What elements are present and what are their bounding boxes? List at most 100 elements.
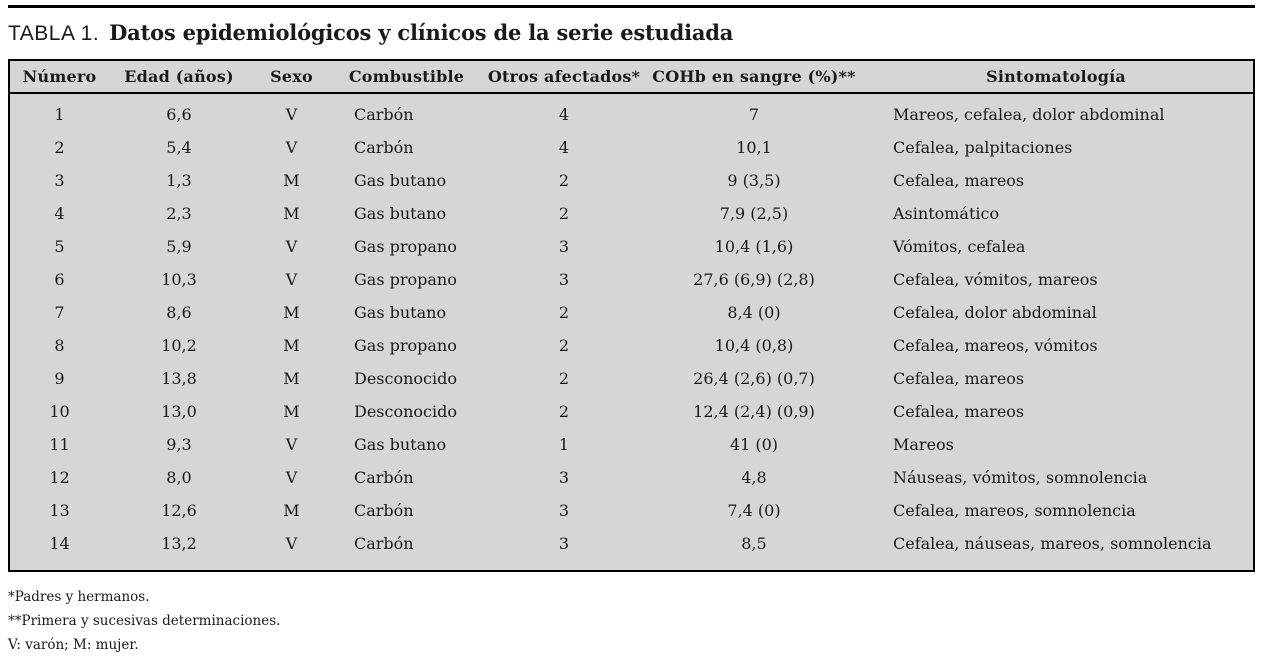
table-cell: 14 bbox=[9, 527, 109, 571]
table-cell: 3 bbox=[479, 494, 649, 527]
table-head: Número Edad (años) Sexo Combustible Otros af… bbox=[9, 60, 1254, 94]
table-cell: 10 bbox=[9, 395, 109, 428]
table-cell: 2 bbox=[479, 329, 649, 362]
table-cell: 12,6 bbox=[109, 494, 249, 527]
table-cell: 7,9 (2,5) bbox=[649, 197, 859, 230]
table-row: 12 8,0 V Carbón 3 4,8 Náuseas, vómitos, somnol… bbox=[9, 461, 1254, 494]
table-row: 6 10,3 V Gas propano 3 27,6 (6,9) (2,8) Cefale… bbox=[9, 263, 1254, 296]
table-cell: Cefalea, vómitos, mareos bbox=[859, 263, 1254, 296]
footnotes: *Padres y hermanos. **Primera y sucesiva… bbox=[8, 585, 1255, 657]
table-cell: 10,1 bbox=[649, 131, 859, 164]
table-row: 14 13,2 V Carbón 3 8,5 Cefalea, náuseas, mareo… bbox=[9, 527, 1254, 571]
table-cell: Gas propano bbox=[334, 230, 479, 263]
table-cell: V bbox=[249, 461, 334, 494]
table-row: 9 13,8 M Desconocido 2 26,4 (2,6) (0,7) Cefale… bbox=[9, 362, 1254, 395]
table-title-text: Datos epidemiológicos y clínicos de la s… bbox=[109, 20, 734, 45]
table-cell: Cefalea, mareos bbox=[859, 362, 1254, 395]
table-row: 8 10,2 M Gas propano 2 10,4 (0,8) Cefalea, mar… bbox=[9, 329, 1254, 362]
table-cell: Cefalea, mareos, vómitos bbox=[859, 329, 1254, 362]
table-cell: V bbox=[249, 428, 334, 461]
column-header: Otros afectados* bbox=[479, 60, 649, 94]
table-cell: M bbox=[249, 494, 334, 527]
table-row: 3 1,3 M Gas butano 2 9 (3,5) Cefalea, mareos bbox=[9, 164, 1254, 197]
table-cell: 9,3 bbox=[109, 428, 249, 461]
table-cell: 41 (0) bbox=[649, 428, 859, 461]
table-cell: 10,2 bbox=[109, 329, 249, 362]
table-cell: 1 bbox=[479, 428, 649, 461]
table-cell: Cefalea, náuseas, mareos, somnolencia bbox=[859, 527, 1254, 571]
table-cell: Cefalea, dolor abdominal bbox=[859, 296, 1254, 329]
table-cell: Carbón bbox=[334, 461, 479, 494]
table-row: 10 13,0 M Desconocido 2 12,4 (2,4) (0,9) Cefal… bbox=[9, 395, 1254, 428]
table-cell: 13,2 bbox=[109, 527, 249, 571]
table-cell: 8,5 bbox=[649, 527, 859, 571]
table-cell: Cefalea, mareos, somnolencia bbox=[859, 494, 1254, 527]
table-cell: Carbón bbox=[334, 131, 479, 164]
table-cell: M bbox=[249, 362, 334, 395]
table-cell: 4 bbox=[9, 197, 109, 230]
table-cell: 7 bbox=[649, 93, 859, 131]
table-cell: V bbox=[249, 527, 334, 571]
table-cell: 9 bbox=[9, 362, 109, 395]
table-cell: 8 bbox=[9, 329, 109, 362]
top-rule bbox=[8, 5, 1255, 8]
column-header: Combustible bbox=[334, 60, 479, 94]
table-cell: 26,4 (2,6) (0,7) bbox=[649, 362, 859, 395]
table-cell: M bbox=[249, 395, 334, 428]
table-row: 5 5,9 V Gas propano 3 10,4 (1,6) Vómitos, cefa… bbox=[9, 230, 1254, 263]
table-cell: Gas propano bbox=[334, 329, 479, 362]
column-header: COHb en sangre (%)** bbox=[649, 60, 859, 94]
table-cell: 1 bbox=[9, 93, 109, 131]
table-cell: 10,4 (0,8) bbox=[649, 329, 859, 362]
table-cell: 6 bbox=[9, 263, 109, 296]
table-cell: 3 bbox=[9, 164, 109, 197]
table-cell: Náuseas, vómitos, somnolencia bbox=[859, 461, 1254, 494]
table-cell: 2,3 bbox=[109, 197, 249, 230]
footnote-determinations: **Primera y sucesivas determinaciones. bbox=[8, 613, 281, 629]
table-cell: 2 bbox=[479, 197, 649, 230]
table-cell: Vómitos, cefalea bbox=[859, 230, 1254, 263]
table-cell: 10,3 bbox=[109, 263, 249, 296]
table-title: TABLA 1. Datos epidemiológicos y clínicos… bbox=[8, 19, 1255, 47]
data-table: Número Edad (años) Sexo Combustible Otros af… bbox=[8, 59, 1255, 572]
table-cell: Carbón bbox=[334, 494, 479, 527]
table-cell: 4 bbox=[479, 131, 649, 164]
table-cell: 2 bbox=[479, 296, 649, 329]
table-cell: 2 bbox=[479, 362, 649, 395]
table-cell: 8,0 bbox=[109, 461, 249, 494]
table-cell: 11 bbox=[9, 428, 109, 461]
table-cell: 13,8 bbox=[109, 362, 249, 395]
table-row: 1 6,6 V Carbón 4 7 Mareos, cefalea, dolor abdo… bbox=[9, 93, 1254, 131]
table-cell: 5,9 bbox=[109, 230, 249, 263]
table-cell: M bbox=[249, 296, 334, 329]
table-cell: Carbón bbox=[334, 527, 479, 571]
table-row: 7 8,6 M Gas butano 2 8,4 (0) Cefalea, dolor ab… bbox=[9, 296, 1254, 329]
table-cell: Desconocido bbox=[334, 395, 479, 428]
table-row: 2 5,4 V Carbón 4 10,1 Cefalea, palpitaciones bbox=[9, 131, 1254, 164]
table-cell: M bbox=[249, 164, 334, 197]
table-cell: 8,4 (0) bbox=[649, 296, 859, 329]
table-cell: 6,6 bbox=[109, 93, 249, 131]
table-body: 1 6,6 V Carbón 4 7 Mareos, cefalea, dolor abdo… bbox=[9, 93, 1254, 571]
table-cell: 5 bbox=[9, 230, 109, 263]
table-cell: 5,4 bbox=[109, 131, 249, 164]
table-cell: 13 bbox=[9, 494, 109, 527]
column-header: Número bbox=[9, 60, 109, 94]
table-cell: 3 bbox=[479, 263, 649, 296]
table-cell: V bbox=[249, 230, 334, 263]
table-row: 13 12,6 M Carbón 3 7,4 (0) Cefalea, mareos, so… bbox=[9, 494, 1254, 527]
table-cell: 8,6 bbox=[109, 296, 249, 329]
table-cell: 4 bbox=[479, 93, 649, 131]
table-cell: Gas butano bbox=[334, 428, 479, 461]
table-cell: M bbox=[249, 329, 334, 362]
footnote-sex-legend: V: varón; M: mujer. bbox=[8, 637, 139, 653]
table-cell: 7 bbox=[9, 296, 109, 329]
table-cell: 13,0 bbox=[109, 395, 249, 428]
table-cell: 1,3 bbox=[109, 164, 249, 197]
table-cell: 2 bbox=[479, 395, 649, 428]
table-cell: 2 bbox=[479, 164, 649, 197]
column-header: Sintomatología bbox=[859, 60, 1254, 94]
footnote-parents: *Padres y hermanos. bbox=[8, 589, 150, 605]
table-cell: V bbox=[249, 263, 334, 296]
table-cell: 27,6 (6,9) (2,8) bbox=[649, 263, 859, 296]
